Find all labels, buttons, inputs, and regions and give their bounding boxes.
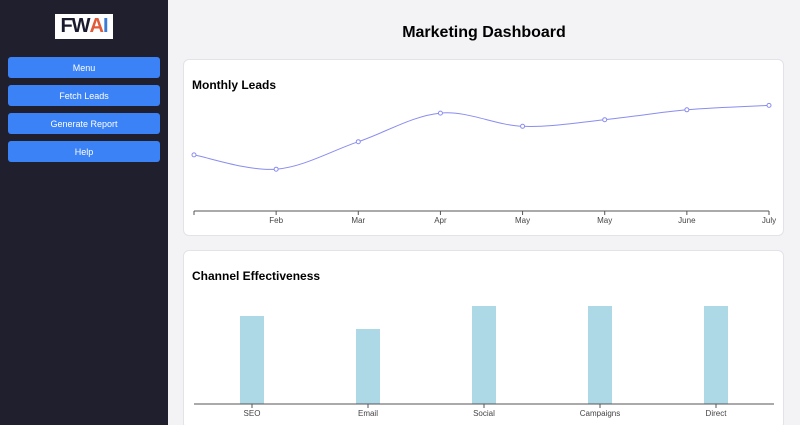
leads-point[interactable] <box>191 152 197 158</box>
logo-text-a: A <box>89 15 104 37</box>
channel-effectiveness-chart: SEO Email Social Campaigns Direct <box>194 306 774 418</box>
logo-text-i: I <box>102 15 108 37</box>
x-tick-label: Direct <box>706 409 728 418</box>
channel-effectiveness-card: Channel Effectiveness SEO Email Social Camp… <box>183 250 784 425</box>
menu-button[interactable]: Menu <box>8 57 160 78</box>
leads-point[interactable] <box>273 166 279 172</box>
fetch-leads-button[interactable]: Fetch Leads <box>8 85 160 106</box>
leads-point[interactable] <box>602 117 608 123</box>
x-tick-label: Social <box>473 409 495 418</box>
channel-bar[interactable] <box>356 329 380 404</box>
leads-point[interactable] <box>520 123 526 129</box>
x-tick-label: July <box>762 216 776 225</box>
x-tick-label: SEO <box>244 409 261 418</box>
channel-bar[interactable] <box>704 306 728 404</box>
generate-report-button[interactable]: Generate Report <box>8 113 160 134</box>
help-button[interactable]: Help <box>8 141 160 162</box>
page-title: Marketing Dashboard <box>402 24 566 41</box>
monthly-leads-card: Monthly Leads Feb Mar Apr May May June July <box>183 59 784 236</box>
leads-point[interactable] <box>355 139 361 145</box>
leads-point[interactable] <box>684 107 690 113</box>
x-tick-label: Apr <box>434 216 447 225</box>
x-tick-label: May <box>515 216 530 225</box>
leads-line <box>193 104 770 170</box>
x-tick-label: Campaigns <box>580 409 620 418</box>
channel-bar[interactable] <box>240 316 264 404</box>
leads-point[interactable] <box>766 102 772 108</box>
channel-effectiveness-title: Channel Effectiveness <box>192 269 321 283</box>
leads-point[interactable] <box>437 110 443 116</box>
x-tick-label: Mar <box>351 216 365 225</box>
x-tick-label: May <box>597 216 612 225</box>
x-tick-label: Feb <box>269 216 283 225</box>
x-tick-label: Email <box>358 409 378 418</box>
logo-text-fw: FW <box>60 15 90 37</box>
channel-bar[interactable] <box>588 306 612 404</box>
monthly-leads-title: Monthly Leads <box>192 78 277 92</box>
sidebar: FW A I Menu Fetch Leads Generate Report He… <box>0 0 168 425</box>
monthly-leads-chart: Feb Mar Apr May May June July <box>191 102 776 225</box>
channel-bar[interactable] <box>472 306 496 404</box>
fwai-logo: FW A I <box>55 14 113 39</box>
x-tick-label: June <box>678 216 696 225</box>
